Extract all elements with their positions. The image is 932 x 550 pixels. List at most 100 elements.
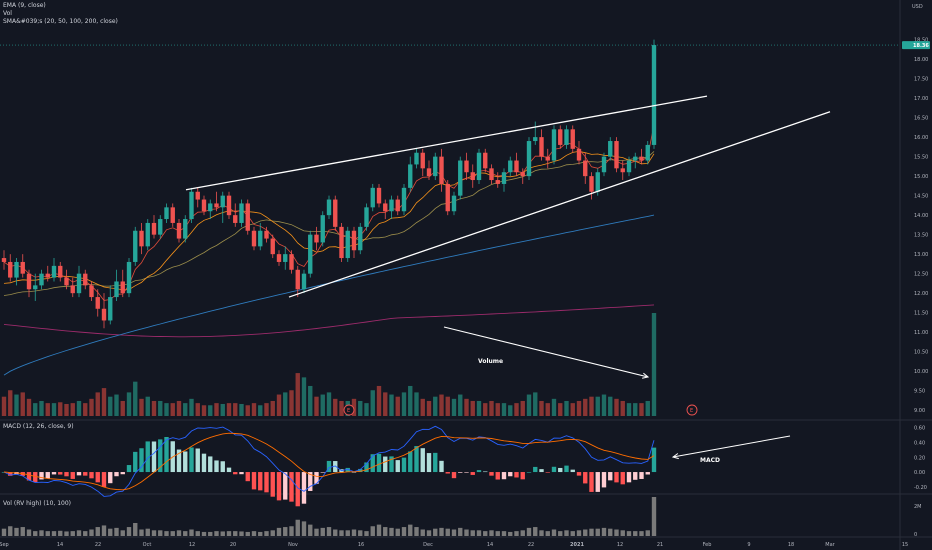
macd-histogram-bar bbox=[139, 448, 144, 473]
x-tick-label: 14 bbox=[487, 542, 493, 548]
candle-body bbox=[558, 129, 563, 145]
earnings-marker bbox=[686, 404, 698, 416]
rv-volume-bar bbox=[70, 531, 75, 536]
x-tick-label: Sep bbox=[0, 542, 9, 548]
macd-tick-label: 0.20 bbox=[914, 455, 925, 461]
rv-volume-bar bbox=[26, 529, 32, 536]
rv-volume-bar bbox=[326, 527, 332, 536]
volume-bar bbox=[420, 398, 425, 416]
volume-bar bbox=[58, 402, 63, 416]
macd-histogram-bar bbox=[408, 451, 413, 473]
rv-volume-bar bbox=[626, 531, 632, 536]
macd-histogram-bar bbox=[376, 453, 382, 473]
volume-bar bbox=[533, 392, 538, 416]
rv-volume-bar bbox=[558, 531, 563, 536]
volume-bar bbox=[233, 403, 238, 416]
candle-body bbox=[64, 277, 69, 286]
sma50-line bbox=[3, 151, 655, 296]
candle-body bbox=[14, 261, 19, 278]
rv-volume-bar bbox=[226, 531, 232, 536]
rv-volume-bar bbox=[83, 531, 88, 536]
volume-bar bbox=[270, 400, 275, 416]
price-tick-label: 11.00 bbox=[914, 330, 928, 336]
candle-body bbox=[114, 281, 119, 298]
volume-bar bbox=[45, 403, 50, 416]
macd-histogram-bar bbox=[183, 451, 188, 473]
volume-annotation-arrow bbox=[443, 326, 649, 378]
volume-bar bbox=[214, 403, 219, 416]
rv-volume-bar bbox=[64, 531, 69, 536]
rv-volume-bar bbox=[464, 529, 469, 536]
price-tick-label: 12.00 bbox=[914, 291, 928, 297]
macd-histogram-bar bbox=[276, 472, 282, 501]
candle-body bbox=[108, 297, 113, 321]
rv-volume-bar bbox=[220, 531, 225, 536]
x-tick-label: 22 bbox=[95, 542, 101, 548]
rv-volume-bar bbox=[539, 530, 544, 536]
macd-histogram-bar bbox=[383, 456, 388, 473]
rv-volume-bar bbox=[189, 529, 194, 536]
volume-bar bbox=[595, 396, 600, 416]
macd-histogram-bar bbox=[326, 460, 332, 473]
candle-body bbox=[283, 254, 288, 262]
rv-volume-bar bbox=[376, 524, 382, 536]
candle-body bbox=[620, 168, 625, 173]
volume-bar bbox=[333, 398, 338, 416]
rv-volume-bar bbox=[308, 524, 313, 536]
candle-body bbox=[208, 203, 213, 212]
candle-body bbox=[220, 195, 225, 208]
candle-body bbox=[364, 207, 369, 227]
candle-body bbox=[495, 180, 500, 184]
volume-bar bbox=[458, 394, 463, 416]
rv-volume-bar bbox=[8, 526, 13, 536]
candle-body bbox=[158, 219, 163, 235]
volume-bar bbox=[101, 388, 107, 416]
macd-histogram-bar bbox=[651, 447, 657, 473]
macd-histogram-bar bbox=[108, 472, 113, 484]
macd-annotation-arrow-head bbox=[671, 453, 679, 460]
candle-body bbox=[551, 129, 557, 161]
volume-bar bbox=[33, 403, 38, 416]
volume-bar bbox=[83, 403, 88, 416]
price-tick-label: 15.50 bbox=[914, 155, 928, 161]
volume-bar bbox=[370, 390, 375, 416]
volume-bar bbox=[539, 400, 544, 416]
volume-bar bbox=[558, 403, 563, 416]
volume-bar bbox=[51, 403, 57, 416]
rv-volume-bar bbox=[176, 530, 182, 536]
rv-volume-bar bbox=[320, 527, 325, 536]
candle-body bbox=[414, 152, 419, 165]
macd-histogram-bar bbox=[58, 472, 63, 475]
rv-volume-bar bbox=[283, 527, 288, 536]
rv-volume-bar bbox=[270, 530, 275, 536]
volume-annotation: Volume bbox=[478, 358, 504, 365]
candle-body bbox=[408, 164, 413, 188]
macd-histogram-bar bbox=[395, 460, 400, 473]
macd-histogram-bar bbox=[451, 472, 457, 479]
macd-histogram-bar bbox=[76, 472, 82, 476]
macd-histogram-bar bbox=[33, 472, 38, 482]
macd-histogram-bar bbox=[583, 472, 588, 484]
x-tick-label: Dec bbox=[423, 542, 433, 548]
candle-body bbox=[39, 273, 44, 286]
volume-bar bbox=[426, 400, 432, 416]
macd-histogram-bar bbox=[283, 472, 288, 500]
candle-body bbox=[126, 261, 132, 294]
macd-histogram-bar bbox=[345, 467, 350, 473]
macd-histogram-bar bbox=[551, 466, 557, 473]
volume-bar bbox=[445, 396, 450, 416]
macd-histogram-bar bbox=[114, 472, 119, 477]
candle-body bbox=[383, 203, 388, 212]
candle-body bbox=[308, 234, 313, 274]
candle-body bbox=[89, 285, 94, 298]
candle-body bbox=[339, 226, 344, 259]
macd-histogram-bar bbox=[45, 472, 50, 479]
rv-volume-bar bbox=[551, 529, 557, 536]
candle-body bbox=[214, 203, 219, 208]
macd-histogram-bar bbox=[389, 456, 394, 473]
rv-volume-bar bbox=[126, 527, 132, 536]
macd-histogram-bar bbox=[608, 472, 613, 481]
candle-body bbox=[176, 222, 182, 239]
macd-histogram-bar bbox=[401, 457, 407, 473]
